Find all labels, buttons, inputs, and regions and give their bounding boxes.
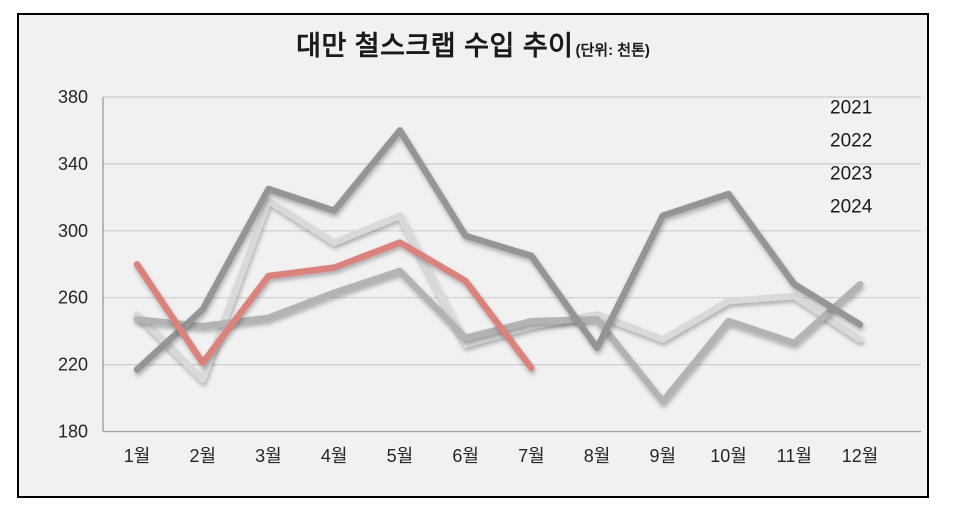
series-line-2023 — [133, 127, 864, 373]
y-tick-label: 380 — [58, 87, 88, 107]
x-tick-label: 1월 — [124, 446, 151, 466]
y-tick-label: 220 — [58, 355, 88, 375]
legend-label-2022: 2022 — [830, 131, 872, 152]
y-tick-label: 340 — [58, 154, 88, 174]
x-tick-label: 5월 — [387, 446, 414, 466]
x-tick-label: 10월 — [710, 446, 747, 466]
y-tick-label: 260 — [58, 288, 88, 308]
data-series — [133, 127, 864, 405]
x-tick-label: 7월 — [518, 446, 545, 466]
x-tick-label: 12월 — [842, 446, 879, 466]
x-tick-label: 11월 — [777, 446, 812, 466]
chart-title: 대만 철스크랩 수입 추이 — [296, 31, 574, 61]
chart-unit-label: (단위: 천톤) — [575, 42, 650, 59]
legend-label-2023: 2023 — [830, 164, 872, 185]
y-tick-label: 300 — [58, 221, 88, 241]
legend-item-2021: 2021 — [782, 98, 872, 119]
chart-title-row: 대만 철스크랩 수입 추이 (단위: 천톤) — [17, 24, 929, 63]
legend-label-2021: 2021 — [830, 98, 872, 119]
legend-label-2024: 2024 — [830, 197, 873, 218]
x-tick-label: 2월 — [189, 446, 216, 466]
x-tick-label: 6월 — [452, 446, 479, 466]
series-line-2024 — [133, 239, 535, 372]
x-axis-labels: 1월 2월 3월 4월 5월 6월 7월 8월 9월 10월 11월 12월 — [124, 446, 879, 466]
series-line-2021 — [133, 197, 864, 383]
x-tick-label: 4월 — [321, 446, 348, 466]
legend: 2021 2022 2023 2024 — [782, 98, 873, 218]
legend-item-2022: 2022 — [782, 131, 872, 152]
x-tick-label: 3월 — [255, 446, 282, 466]
legend-item-2023: 2023 — [782, 164, 872, 185]
y-tick-label: 180 — [58, 422, 88, 442]
x-tick-label: 8월 — [584, 446, 611, 466]
legend-item-2024: 2024 — [782, 197, 873, 218]
y-axis-labels: 380 340 300 260 220 180 — [58, 87, 88, 442]
x-tick-label: 9월 — [650, 446, 677, 466]
